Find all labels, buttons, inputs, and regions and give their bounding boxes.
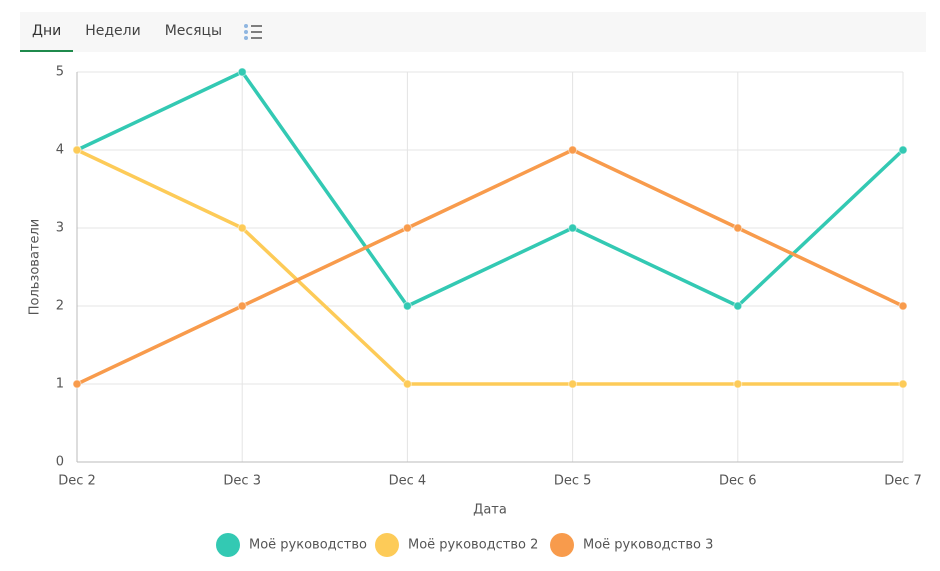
x-tick-label: Dec 3 (223, 474, 261, 489)
tab[interactable]: Месяцы (164, 23, 223, 39)
data-point (898, 301, 908, 311)
tab-bar: Дни Недели Месяцы (20, 12, 926, 52)
x-tick-label: Dec 6 (719, 474, 757, 489)
data-point (72, 145, 82, 155)
data-point (72, 379, 82, 389)
y-tick-label: 2 (56, 299, 64, 314)
data-point (898, 145, 908, 155)
x-tick-label: Dec 7 (884, 474, 922, 489)
y-tick-label: 4 (56, 143, 64, 158)
legend-swatch (550, 533, 574, 557)
y-axis-title: Пользователи (28, 219, 43, 316)
tab[interactable]: Недели (85, 23, 141, 39)
data-point (568, 223, 578, 233)
x-axis-title: Дата (473, 503, 507, 518)
tab[interactable]: Дни (20, 12, 74, 52)
x-tick-label: Dec 2 (58, 474, 96, 489)
x-tick-label: Dec 4 (389, 474, 427, 489)
y-tick-label: 3 (56, 221, 64, 236)
series-line (76, 148, 903, 386)
legend-label: Моё руководство 2 (408, 538, 538, 553)
data-point (733, 301, 743, 311)
data-point (237, 301, 247, 311)
data-point (237, 223, 247, 233)
x-tick-label: Dec 5 (554, 474, 592, 489)
data-point (72, 145, 82, 155)
list-icon[interactable] (242, 22, 264, 42)
data-point (237, 67, 247, 77)
legend-label: Моё руководство (249, 538, 367, 553)
data-point (402, 301, 412, 311)
data-point (568, 379, 578, 389)
legend-label: Моё руководство 3 (583, 538, 713, 553)
legend-swatch (375, 533, 399, 557)
series-line (76, 70, 905, 308)
data-point (898, 379, 908, 389)
data-point (402, 223, 412, 233)
series-line (76, 148, 904, 386)
legend-swatch (216, 533, 240, 557)
data-point (402, 379, 412, 389)
data-point (733, 379, 743, 389)
y-tick-label: 0 (56, 455, 64, 470)
y-tick-label: 1 (56, 377, 64, 392)
y-tick-label: 5 (56, 65, 64, 80)
data-point (568, 145, 578, 155)
data-point (733, 223, 743, 233)
